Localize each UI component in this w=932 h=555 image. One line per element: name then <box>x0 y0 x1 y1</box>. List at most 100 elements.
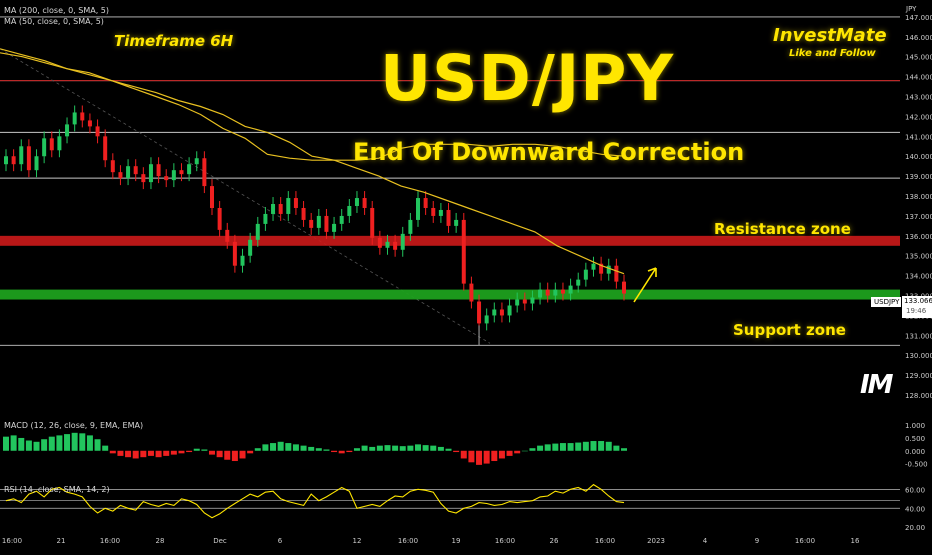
candle-body-48 <box>370 207 375 238</box>
macd-bar-24 <box>186 450 193 453</box>
macd-bar-31 <box>239 450 246 459</box>
price-tick-16: 131.000 <box>905 332 932 340</box>
candle-body-68 <box>522 299 527 304</box>
last-price-value: 133.066 <box>904 297 932 305</box>
macd-bar-18 <box>140 450 147 458</box>
candle-body-70 <box>538 289 543 298</box>
candle-body-46 <box>354 198 359 206</box>
ma50-legend[interactable]: MA (50, close, 0, SMA, 5) <box>4 17 104 26</box>
zones <box>0 235 900 300</box>
time-tick-12: 2023 <box>647 537 665 545</box>
candle-body-21 <box>164 176 169 181</box>
macd-bar-48 <box>369 446 376 451</box>
candle-body-30 <box>232 241 237 266</box>
candle-body-36 <box>278 204 283 214</box>
macd-bar-60 <box>460 450 467 459</box>
macd-bar-26 <box>201 449 208 451</box>
price-tick-8: 139.000 <box>905 173 932 181</box>
macd-bar-80 <box>613 445 620 451</box>
macd-bar-64 <box>491 450 498 462</box>
price-tick-11: 136.000 <box>905 233 932 241</box>
macd-bar-43 <box>331 450 338 453</box>
candle-body-63 <box>484 315 489 324</box>
macd-bar-11 <box>86 435 93 451</box>
time-tick-15: 16:00 <box>795 537 815 545</box>
time-tick-5: 6 <box>278 537 283 545</box>
candle-body-22 <box>171 170 176 181</box>
candle-body-60 <box>461 219 466 284</box>
candle-body-74 <box>568 285 573 294</box>
candle-body-4 <box>34 156 39 171</box>
macd-bar-40 <box>308 446 315 451</box>
symbol-tag-text: USDJPY <box>874 298 900 306</box>
price-tick-9: 138.000 <box>905 193 932 201</box>
rsi-pane: 60.00 40.00 20.00 <box>0 483 925 532</box>
macd-bar-65 <box>498 450 505 459</box>
macd-bar-52 <box>399 446 406 451</box>
macd-bar-67 <box>514 450 521 454</box>
candle-body-23 <box>179 170 184 175</box>
macd-bar-50 <box>384 445 391 451</box>
price-tick-10: 137.000 <box>905 213 932 221</box>
candle-body-77 <box>591 263 596 270</box>
candle-body-64 <box>492 309 497 316</box>
macd-bar-45 <box>346 450 353 453</box>
candle-body-35 <box>271 204 276 214</box>
macd-bar-22 <box>170 450 177 455</box>
macd-bar-15 <box>117 450 124 456</box>
macd-bar-68 <box>521 450 528 452</box>
candle-body-25 <box>194 158 199 165</box>
candle-body-56 <box>431 207 436 216</box>
macd-legend[interactable]: MACD (12, 26, close, 9, EMA, EMA) <box>4 421 144 430</box>
macd-pane: 1.000 0.500 0.000 -0.500 <box>3 422 928 469</box>
candle-body-50 <box>385 241 390 248</box>
macd-bar-62 <box>476 450 483 465</box>
resistance-zone-label: Resistance zone <box>714 220 851 238</box>
candle-body-19 <box>148 164 153 183</box>
ma200-line <box>0 52 625 161</box>
candle-body-18 <box>141 174 146 183</box>
candle-body-20 <box>156 164 161 177</box>
candle-body-42 <box>324 215 329 232</box>
candle-body-32 <box>248 239 253 256</box>
candle-body-52 <box>400 233 405 250</box>
time-tick-1: 21 <box>57 537 66 545</box>
candle-body-45 <box>347 205 352 216</box>
rsi-legend[interactable]: RSI (14, close, SMA, 14, 2) <box>4 485 110 494</box>
candle-body-6 <box>49 138 54 151</box>
chart-title: USD/JPY <box>380 42 675 115</box>
time-tick-0: 16:00 <box>2 537 22 545</box>
macd-bar-9 <box>71 432 78 451</box>
support-zone-label: Support zone <box>733 321 846 339</box>
price-tick-12: 135.000 <box>905 253 932 261</box>
ma200-legend[interactable]: MA (200, close, 0, SMA, 5) <box>4 6 110 15</box>
candle-body-62 <box>477 301 482 324</box>
macd-bar-6 <box>48 436 55 451</box>
candle-body-5 <box>42 138 47 157</box>
candle-body-67 <box>515 299 520 306</box>
macd-bar-1 <box>10 435 17 451</box>
brand-subtitle: Like and Follow <box>789 48 876 59</box>
candle-body-81 <box>622 281 626 294</box>
candle-body-78 <box>599 263 604 274</box>
candle-body-11 <box>87 120 92 127</box>
macd-bar-69 <box>529 448 536 451</box>
candle-body-33 <box>255 223 260 240</box>
macd-bar-13 <box>102 445 109 451</box>
macd-bar-66 <box>506 450 513 456</box>
macd-bar-39 <box>300 445 307 451</box>
macd-tick-1: 0.500 <box>905 435 925 443</box>
candle-body-12 <box>95 126 100 137</box>
price-tick-18: 129.000 <box>905 372 932 380</box>
candle-body-61 <box>469 283 474 302</box>
candle-body-51 <box>393 241 398 250</box>
price-tick-17: 130.000 <box>905 352 932 360</box>
price-axis-unit: JPY <box>905 5 917 13</box>
macd-bar-23 <box>178 450 185 454</box>
macd-bar-58 <box>445 448 452 451</box>
symbol-tag: USDJPY <box>871 297 901 307</box>
macd-bar-59 <box>453 450 460 453</box>
ma50-line <box>0 48 625 275</box>
